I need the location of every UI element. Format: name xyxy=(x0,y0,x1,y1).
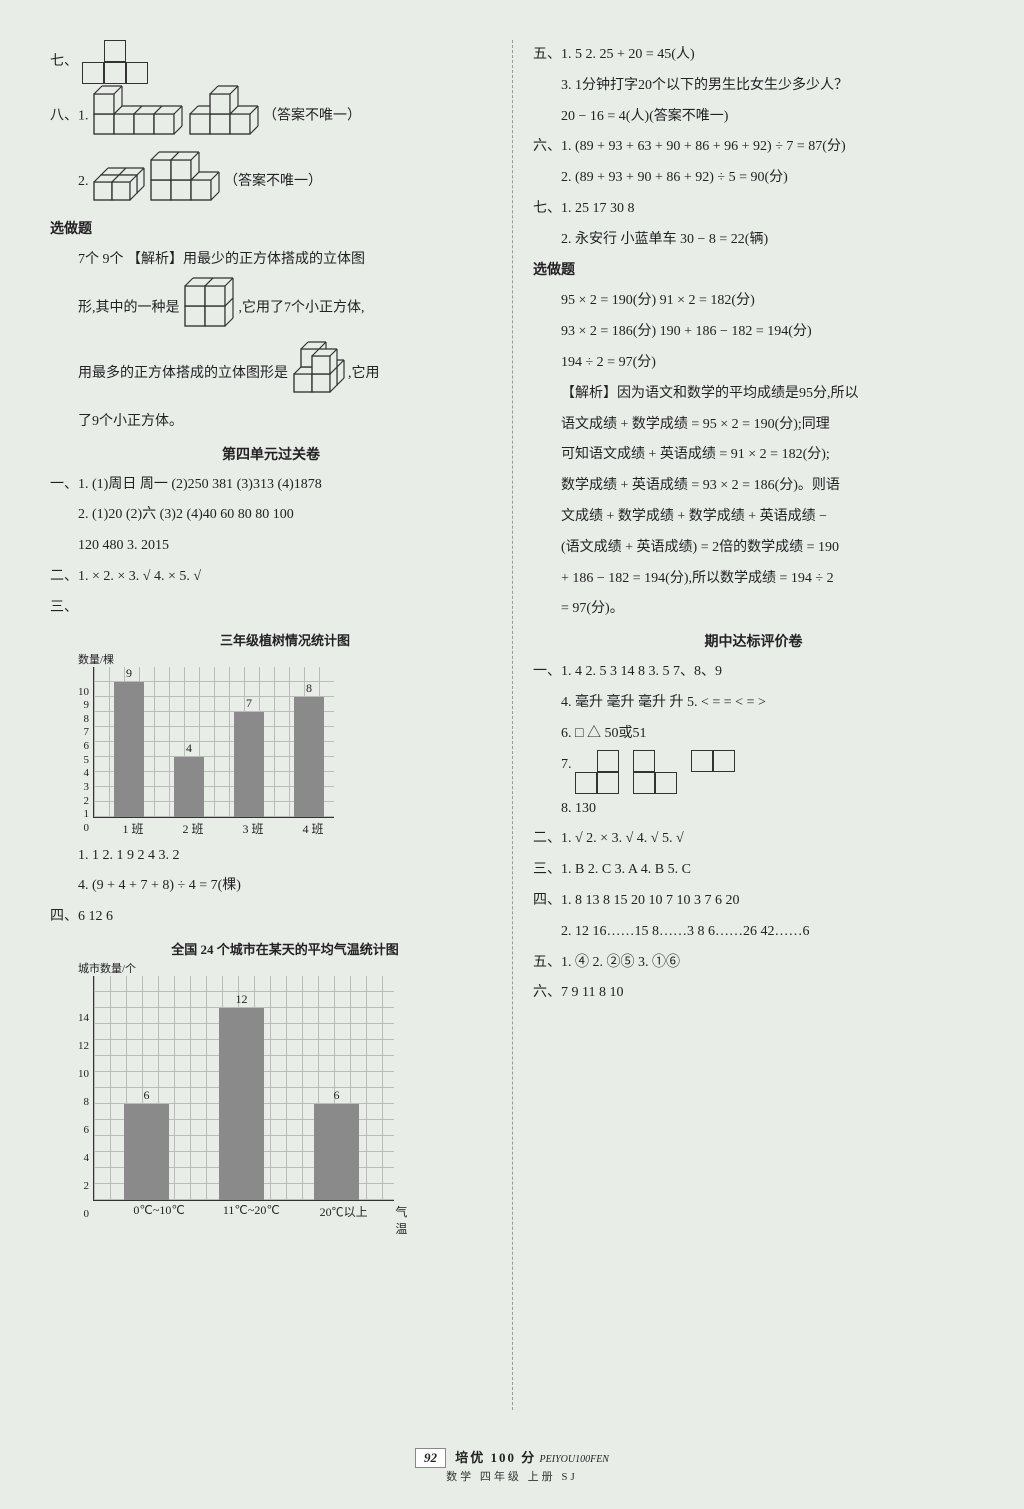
text: 形,其中的一种是 xyxy=(78,301,180,316)
chart1: 三年级植树情况统计图 数量/棵 10987654321094781 班2 班3 … xyxy=(78,630,492,837)
m-line: 四、1. 8 13 8 15 20 10 7 10 3 7 6 20 xyxy=(533,886,974,917)
r-line: 3. 1分钟打字20个以下的男生比女生少多少人？ xyxy=(533,71,974,102)
text: 2. xyxy=(78,174,89,189)
footer: 92 培优 100 分 PEIYOU100FEN 数学 四年级 上册 SJ xyxy=(0,1447,1024,1484)
m-line: 8. 130 xyxy=(533,794,974,825)
x-line: + 186 − 182 = 194(分),所以数学成绩 = 194 ÷ 2 xyxy=(533,564,974,595)
u4-line: 二、1. × 2. × 3. √ 4. × 5. √ xyxy=(50,562,492,593)
cubes-x1 xyxy=(183,276,235,341)
text: 7. xyxy=(561,757,572,772)
chart2-title: 全国 24 个城市在某天的平均气温统计图 xyxy=(78,939,492,958)
cubes-8-1 xyxy=(92,84,260,149)
m-line: 2. 12 16……15 8……3 8 6……26 42……6 xyxy=(533,917,974,948)
unit4-heading: 第四单元过关卷 xyxy=(50,444,492,464)
text: 八、1. xyxy=(50,109,89,124)
m7-shapes xyxy=(575,757,749,772)
chart2-plot: 1412108642061260℃~10℃11℃~20℃20℃以上气温 xyxy=(78,976,492,1237)
chart1-plot: 10987654321094781 班2 班3 班4 班 xyxy=(78,667,492,837)
r-line: 2. (89 + 93 + 90 + 86 + 92) ÷ 5 = 90(分) xyxy=(533,163,974,194)
q7-shape xyxy=(82,40,158,84)
x-line: 7个 9个 【解析】用最少的正方体搭成的立体图 xyxy=(50,245,492,276)
text: 七、 xyxy=(50,54,78,69)
columns: 七、 八、1. （答案不唯一） 2. （答案不唯一） 选做题 7个 9个 【解析… xyxy=(50,40,974,1410)
r-line: 六、1. (89 + 93 + 63 + 90 + 86 + 96 + 92) … xyxy=(533,132,974,163)
x-line: 了9个小正方体。 xyxy=(50,407,492,438)
note: （答案不唯一） xyxy=(224,174,322,189)
text: 用最多的正方体搭成的立体图形是 xyxy=(78,366,288,381)
x-line: 95 × 2 = 190(分) 91 × 2 = 182(分) xyxy=(533,286,974,317)
m-line: 6. □ △ 50或51 xyxy=(533,719,974,750)
x-line: 数学成绩 + 英语成绩 = 93 × 2 = 186(分)。则语 xyxy=(533,471,974,502)
x-line: (语文成绩 + 英语成绩) = 2倍的数学成绩 = 190 xyxy=(533,533,974,564)
m-line: 一、1. 4 2. 5 3 14 8 3. 5 7、8、9 xyxy=(533,657,974,688)
m-line: 三、1. B 2. C 3. A 4. B 5. C xyxy=(533,855,974,886)
cubes-x2 xyxy=(292,341,345,407)
footer-sub: 数学 四年级 上册 SJ xyxy=(0,1468,1024,1484)
x-line: 194 ÷ 2 = 97(分) xyxy=(533,348,974,379)
xuanzuo-heading: 选做题 xyxy=(533,256,974,287)
u4-line: 1. 1 2. 1 9 2 4 3. 2 xyxy=(50,841,492,872)
q8-2: 2. （答案不唯一） xyxy=(50,149,492,215)
x-line: 形,其中的一种是 ,它用了7个小正方体, xyxy=(50,276,492,341)
q8-1: 八、1. （答案不唯一） xyxy=(50,84,492,149)
x-line: 可知语文成绩 + 英语成绩 = 91 × 2 = 182(分); xyxy=(533,440,974,471)
note: （答案不唯一） xyxy=(263,109,361,124)
r-line: 2. 永安行 小蓝单车 30 − 8 = 22(辆) xyxy=(533,225,974,256)
r-line: 20 − 16 = 4(人)(答案不唯一) xyxy=(533,102,974,133)
x-line: 93 × 2 = 186(分) 190 + 186 − 182 = 194(分) xyxy=(533,317,974,348)
u4-line: 4. (9 + 4 + 7 + 8) ÷ 4 = 7(棵) xyxy=(50,871,492,902)
m-line: 五、1. ④ 2. ②⑤ 3. ①⑥ xyxy=(533,948,974,979)
r-line: 五、1. 5 2. 25 + 20 = 45(人) xyxy=(533,40,974,71)
u4-line: 四、6 12 6 xyxy=(50,902,492,933)
x-line: 【解析】因为语文和数学的平均成绩是95分,所以 xyxy=(533,379,974,410)
right-column: 五、1. 5 2. 25 + 20 = 45(人) 3. 1分钟打字20个以下的… xyxy=(512,40,974,1410)
chart2-ylab: 城市数量/个 xyxy=(78,960,492,976)
m-line: 4. 毫升 毫升 毫升 升 5. < = = < = > xyxy=(533,688,974,719)
page-number: 92 xyxy=(415,1448,446,1468)
m-line: 六、7 9 11 8 10 xyxy=(533,978,974,1009)
xuanzuo-heading: 选做题 xyxy=(50,215,492,246)
m-line: 7. xyxy=(533,750,974,794)
chart2: 全国 24 个城市在某天的平均气温统计图 城市数量/个 141210864206… xyxy=(78,939,492,1237)
text: ,它用 xyxy=(348,366,380,381)
page: 七、 八、1. （答案不唯一） 2. （答案不唯一） 选做题 7个 9个 【解析… xyxy=(0,0,1024,1509)
x-line: = 97(分)。 xyxy=(533,594,974,625)
r-line: 七、1. 25 17 30 8 xyxy=(533,194,974,225)
q7-label: 七、 xyxy=(50,40,492,84)
footer-title: 培优 100 分 xyxy=(455,1450,536,1465)
chart1-title: 三年级植树情况统计图 xyxy=(78,630,492,649)
x-line: 语文成绩 + 数学成绩 = 95 × 2 = 190(分);同理 xyxy=(533,410,974,441)
mid-heading: 期中达标评价卷 xyxy=(533,631,974,651)
text: ,它用了7个小正方体, xyxy=(239,301,365,316)
chart1-ylab: 数量/棵 xyxy=(78,651,492,667)
u4-line: 一、1. (1)周日 周一 (2)250 381 (3)313 (4)1878 xyxy=(50,470,492,501)
left-column: 七、 八、1. （答案不唯一） 2. （答案不唯一） 选做题 7个 9个 【解析… xyxy=(50,40,512,1410)
x-line: 用最多的正方体搭成的立体图形是 ,它用 xyxy=(50,341,492,407)
u4-line: 三、 xyxy=(50,593,492,624)
x-line: 文成绩 + 数学成绩 + 数学成绩 + 英语成绩 − xyxy=(533,502,974,533)
footer-pinyin: PEIYOU100FEN xyxy=(540,1454,609,1465)
cubes-8-2 xyxy=(92,149,221,215)
u4-line: 120 480 3. 2015 xyxy=(50,531,492,562)
u4-line: 2. (1)20 (2)六 (3)2 (4)40 60 80 80 100 xyxy=(50,500,492,531)
m-line: 二、1. √ 2. × 3. √ 4. √ 5. √ xyxy=(533,824,974,855)
